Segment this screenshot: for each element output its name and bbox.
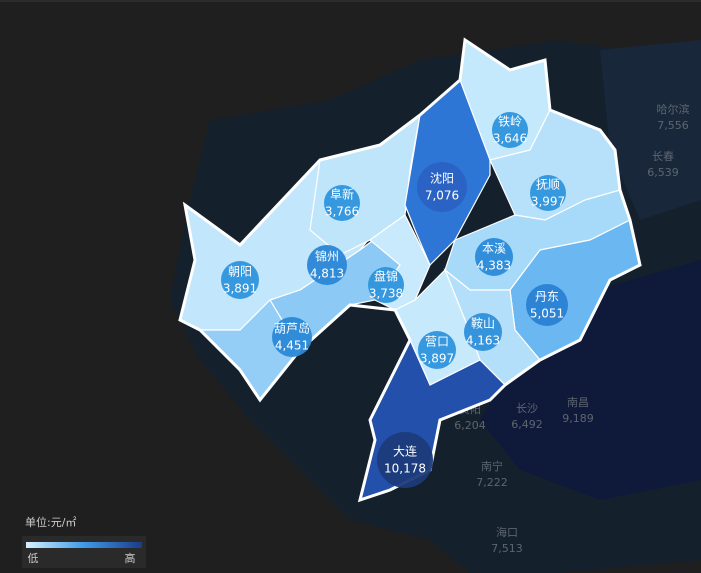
city-name: 朝阳 xyxy=(228,265,252,279)
city-name: 本溪 xyxy=(482,242,506,256)
city-value: 7,076 xyxy=(425,189,459,203)
background-city-name: 哈尔滨 xyxy=(657,102,690,116)
city-bubble xyxy=(530,175,566,211)
legend: 单位:元/㎡ 低 高 xyxy=(22,515,146,568)
city-name: 盘锦 xyxy=(374,269,398,284)
city-name: 阜新 xyxy=(330,187,354,202)
city-name: 葫芦岛 xyxy=(274,321,310,336)
city-bubble xyxy=(417,162,467,212)
city-value: 3,766 xyxy=(325,205,359,219)
background-city-value: 7,222 xyxy=(476,476,508,489)
city-value: 3,646 xyxy=(493,132,527,146)
background-city-value: 9,189 xyxy=(562,412,594,425)
city-name: 大连 xyxy=(393,444,417,459)
city-value: 3,738 xyxy=(369,287,403,301)
city-name: 铁岭 xyxy=(498,115,522,129)
city-value: 4,451 xyxy=(275,339,309,353)
city-bubble xyxy=(475,238,513,276)
city-name: 锦州 xyxy=(315,250,339,264)
city-name: 丹东 xyxy=(535,290,559,304)
city-value: 4,163 xyxy=(466,334,500,348)
background-city-name: 南昌 xyxy=(567,396,589,409)
city-value: 3,897 xyxy=(420,352,454,366)
city-value: 3,891 xyxy=(223,282,257,296)
background-city-name: 长沙 xyxy=(516,402,538,415)
background-city-value: 6,492 xyxy=(511,418,543,431)
city-value: 4,813 xyxy=(310,267,344,281)
city-value: 4,383 xyxy=(477,259,511,273)
city-value: 3,997 xyxy=(531,195,565,209)
legend-high: 高 xyxy=(125,551,136,565)
background-city-value: 6,204 xyxy=(454,419,486,432)
legend-low: 低 xyxy=(28,552,39,565)
city-bubbles: 铁岭 3,646 沈阳 7,076 阜新 3,766 抚顺 3,997 锦州 4,813 本溪 4,3… xyxy=(221,112,568,488)
city-bubble xyxy=(418,331,456,369)
legend-unit: 单位:元/㎡ xyxy=(25,515,76,529)
background-city-value: 7,513 xyxy=(491,542,523,555)
city-bubble xyxy=(307,245,347,285)
legend-ramp xyxy=(26,542,142,548)
city-name: 沈阳 xyxy=(430,171,454,186)
background-city-name: 长春 xyxy=(652,150,674,163)
background-city-name: 南宁 xyxy=(481,459,503,473)
city-name: 鞍山 xyxy=(471,316,495,331)
city-name: 营口 xyxy=(425,335,449,349)
city-value: 10,178 xyxy=(384,462,426,476)
background-city-value: 6,539 xyxy=(647,166,679,179)
background-city-value: 7,556 xyxy=(657,119,689,132)
city-bubble xyxy=(272,317,312,357)
city-bubble xyxy=(324,185,360,221)
background-city-name: 海口 xyxy=(496,525,518,539)
city-bubble xyxy=(464,313,502,351)
city-bubble xyxy=(221,261,259,299)
city-bubble xyxy=(526,284,568,326)
city-name: 抚顺 xyxy=(536,178,560,192)
legend-box xyxy=(22,536,146,568)
city-bubble xyxy=(368,267,404,303)
city-bubble xyxy=(377,432,433,488)
city-bubble xyxy=(492,112,528,148)
city-value: 5,051 xyxy=(530,307,564,321)
